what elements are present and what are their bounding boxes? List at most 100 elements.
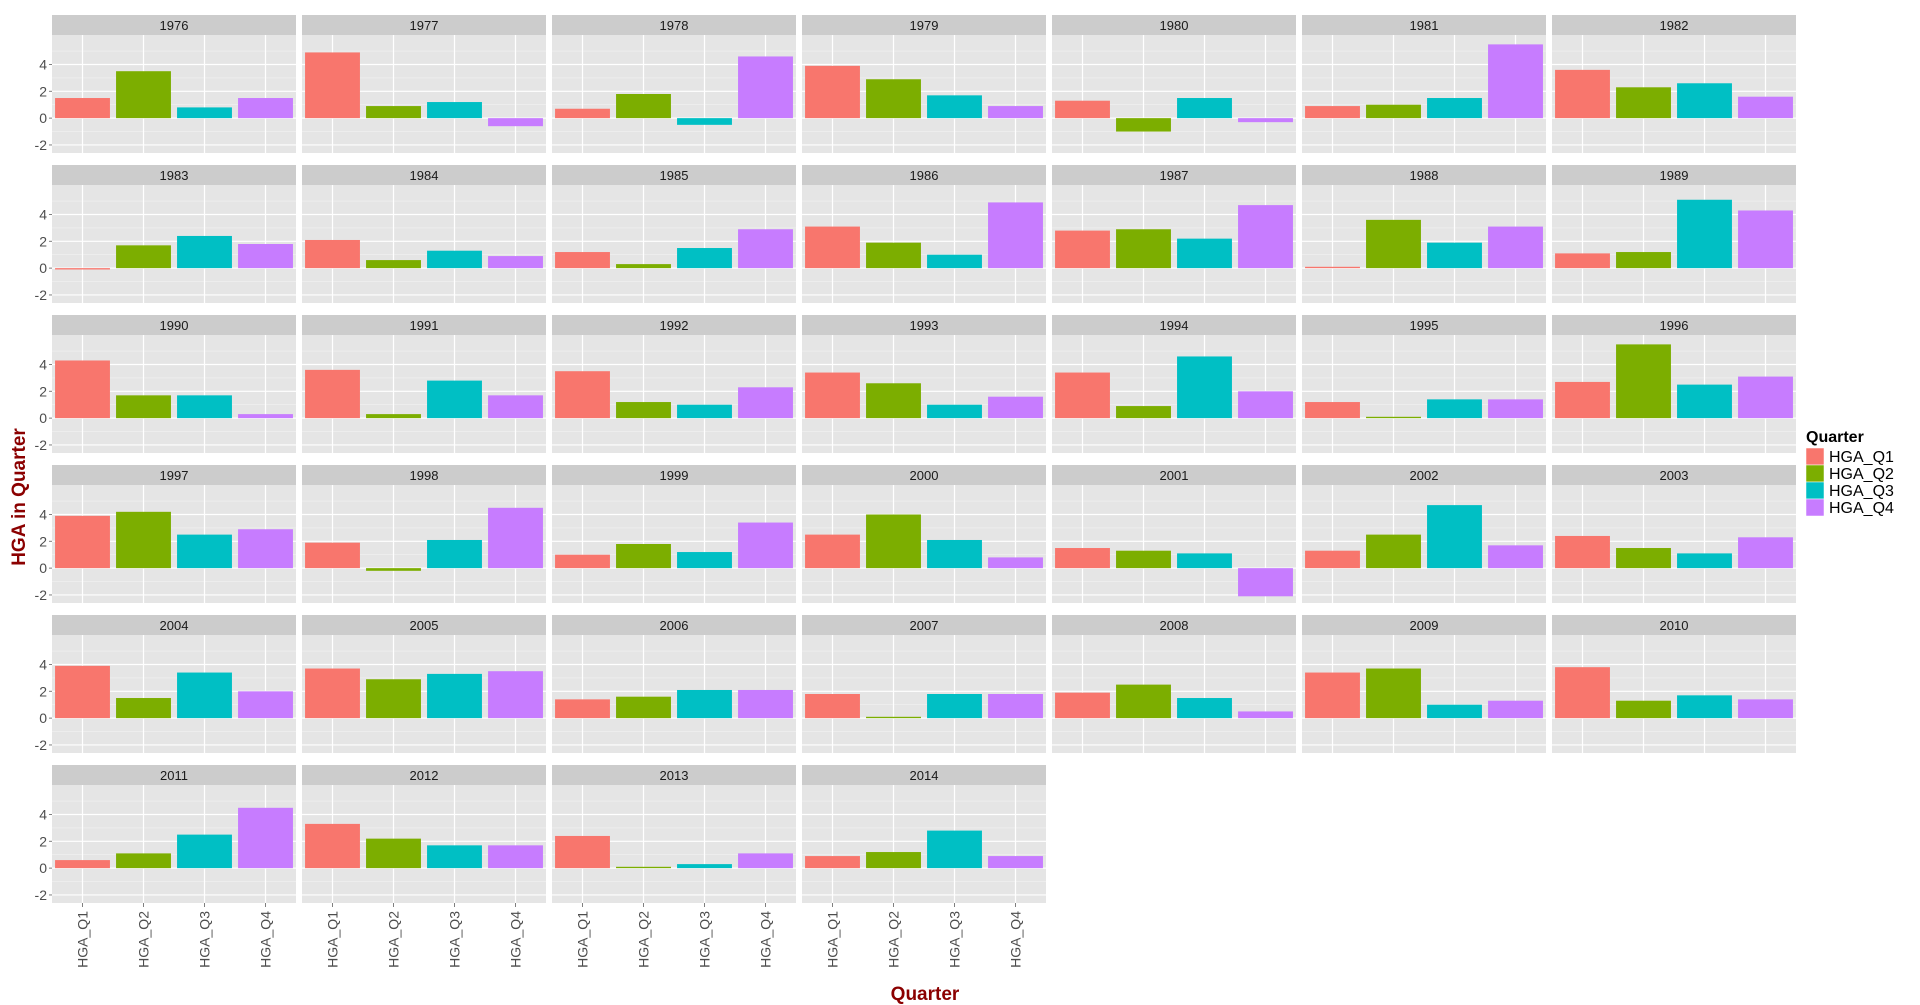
bar-hga-q2: [366, 679, 421, 719]
bar-hga-q2: [616, 402, 671, 419]
facet-strip: [52, 165, 296, 185]
bar-hga-q2: [1366, 668, 1421, 719]
facet-strip: [52, 615, 296, 635]
bar-hga-q2: [1116, 118, 1171, 132]
y-tick-label: 0: [39, 710, 47, 726]
bar-hga-q4: [988, 694, 1043, 719]
facet-strip-label: 1985: [660, 168, 689, 183]
bar-hga-q4: [488, 118, 543, 127]
facet-panel: 2001: [1052, 465, 1296, 603]
bar-hga-q3: [677, 689, 732, 719]
y-tick-label: -2: [35, 737, 48, 753]
facet-strip: [802, 315, 1046, 335]
bar-hga-q1: [805, 856, 860, 869]
facet-strip: [802, 465, 1046, 485]
facet-strip: [1552, 15, 1796, 35]
facet-panel: 1989: [1552, 165, 1796, 303]
bar-hga-q2: [116, 71, 171, 119]
bar-hga-q4: [238, 691, 293, 719]
facet-panel: 2007: [802, 615, 1046, 753]
bar-hga-q3: [927, 830, 982, 869]
bar-hga-q2: [1616, 700, 1671, 719]
facet-panel: 1987: [1052, 165, 1296, 303]
bar-hga-q4: [738, 229, 793, 269]
bar-hga-q2: [116, 698, 171, 719]
panel-background: [1302, 335, 1546, 453]
facet-strip: [1052, 15, 1296, 35]
legend-swatch: [1805, 447, 1825, 466]
facet-strip-label: 2008: [1160, 618, 1189, 633]
x-tick-label: HGA_Q3: [197, 911, 213, 968]
bar-hga-q3: [927, 539, 982, 569]
facet-strip: [1302, 165, 1546, 185]
bar-hga-q3: [1427, 98, 1482, 119]
x-tick-label: HGA_Q3: [697, 911, 713, 968]
y-tick-label: 4: [39, 357, 47, 373]
bar-hga-q2: [616, 866, 671, 869]
facet-panel: 2004: [52, 615, 296, 753]
facet-strip: [52, 315, 296, 335]
facet-strip-label: 2000: [910, 468, 939, 483]
y-tick-label: 2: [39, 683, 47, 699]
facet-panel: 1981: [1302, 15, 1546, 153]
bar-hga-q2: [116, 395, 171, 419]
bar-hga-q3: [427, 673, 482, 719]
bar-hga-q1: [555, 371, 610, 419]
bar-hga-q4: [1238, 391, 1293, 419]
facet-strip-label: 1998: [410, 468, 439, 483]
bar-hga-q1: [305, 239, 360, 269]
bar-hga-q1: [55, 98, 110, 119]
facet-strip: [552, 765, 796, 785]
facet-strip-label: 1978: [660, 18, 689, 33]
facet-strip-label: 2004: [160, 618, 189, 633]
bar-hga-q1: [555, 835, 610, 869]
y-tick-label: 2: [39, 233, 47, 249]
bar-hga-q1: [555, 554, 610, 569]
legend-label: HGA_Q4: [1829, 500, 1894, 517]
facet-panel: 1984: [302, 165, 546, 303]
facet-panel: 1988: [1302, 165, 1546, 303]
bar-hga-q4: [988, 856, 1043, 869]
bar-hga-q2: [1366, 534, 1421, 569]
bar-hga-q1: [1055, 692, 1110, 719]
facet-strip: [802, 615, 1046, 635]
bar-hga-q3: [1177, 98, 1232, 119]
x-tick-label: HGA_Q1: [75, 911, 91, 968]
x-tick-label: HGA_Q2: [636, 911, 652, 968]
bar-hga-q3: [927, 404, 982, 419]
bar-hga-q3: [1427, 505, 1482, 569]
bar-hga-q1: [55, 665, 110, 719]
y-tick-label: 0: [39, 410, 47, 426]
bar-hga-q2: [1616, 548, 1671, 569]
y-tick-label: 2: [39, 533, 47, 549]
bar-hga-q1: [55, 860, 110, 869]
facet-strip: [552, 165, 796, 185]
bar-hga-q1: [305, 542, 360, 569]
facet-strip-label: 1988: [1410, 168, 1439, 183]
facet-strip: [1052, 315, 1296, 335]
bar-hga-q3: [927, 254, 982, 269]
facet-panel: 1985: [552, 165, 796, 303]
facet-strip-label: 1976: [160, 18, 189, 33]
bar-hga-q3: [677, 864, 732, 869]
facet-panel: 1993: [802, 315, 1046, 453]
legend-title: Quarter: [1806, 429, 1864, 446]
bar-hga-q1: [55, 268, 110, 270]
bar-hga-q1: [1055, 372, 1110, 419]
facet-strip-label: 1999: [660, 468, 689, 483]
bar-hga-q2: [366, 838, 421, 869]
bar-hga-q2: [1116, 406, 1171, 419]
bar-hga-q1: [805, 534, 860, 569]
facet-panel: 1979: [802, 15, 1046, 153]
bar-hga-q2: [1366, 219, 1421, 269]
facet-strip: [302, 165, 546, 185]
facet-panel: 2013: [552, 765, 796, 903]
bar-hga-q4: [1238, 205, 1293, 269]
facet-strip-label: 1993: [910, 318, 939, 333]
bar-hga-q3: [177, 534, 232, 569]
facet-strip-label: 1994: [1160, 318, 1189, 333]
facet-panel: 1995: [1302, 315, 1546, 453]
bar-hga-q4: [488, 671, 543, 719]
facet-strip-label: 2005: [410, 618, 439, 633]
